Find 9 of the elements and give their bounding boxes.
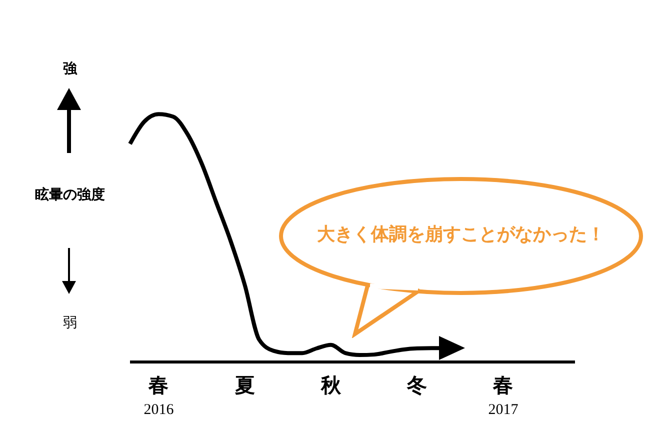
x-tick-label: 秋 (320, 375, 342, 397)
x-tick-label: 春 2016 (144, 375, 174, 418)
y-axis-title: 眩暈の強度 (34, 186, 106, 204)
x-tick-label: 春 2017 (488, 375, 519, 418)
text: 強 (62, 60, 78, 78)
annotation: 大きく体調を崩すことがなかった！ (316, 223, 606, 246)
x-tick-label: 夏 (234, 375, 255, 397)
x-tick-label: 冬 (406, 375, 428, 397)
text: 弱 (62, 315, 78, 332)
